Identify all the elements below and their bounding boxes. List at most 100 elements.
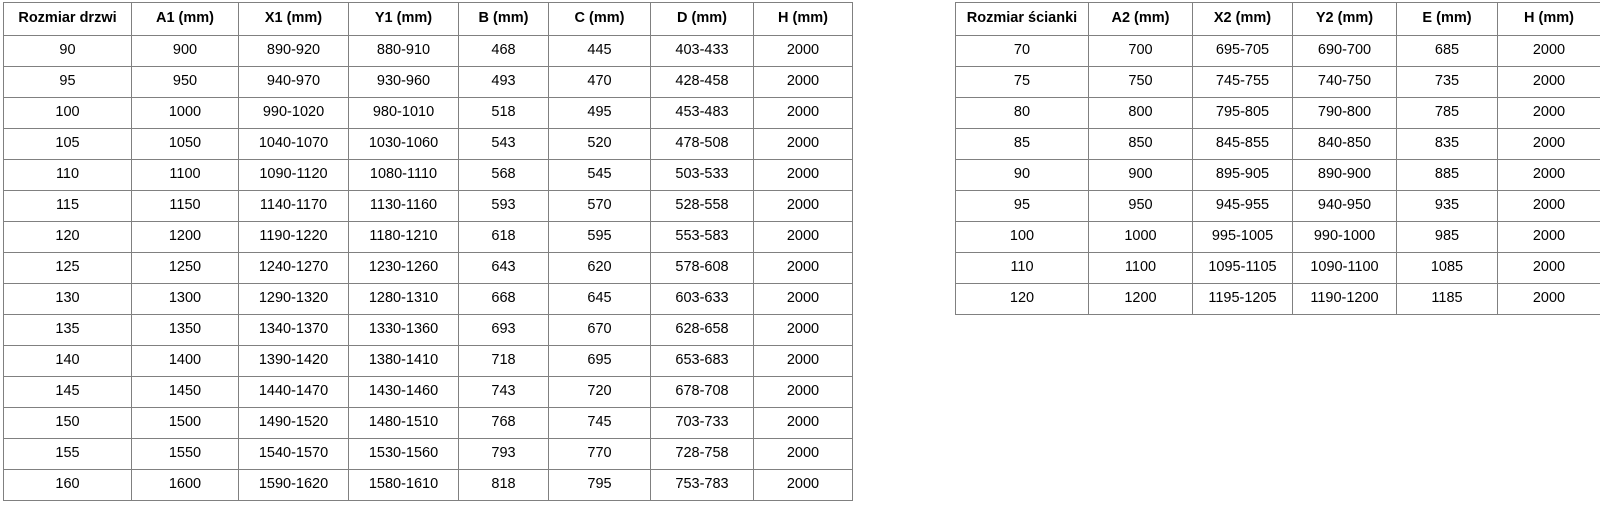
table-cell: 468 — [458, 35, 549, 67]
table-cell: 695-705 — [1192, 35, 1293, 67]
column-header: H (mm) — [753, 2, 853, 36]
table-cell: 2000 — [753, 35, 853, 67]
table-row: 120 1200 1195-1205 1190-1200 1185 2000 — [955, 283, 1600, 315]
table-cell: 1180-1210 — [348, 221, 459, 253]
table-cell: 2000 — [1497, 283, 1600, 315]
table-cell: 1450 — [131, 376, 239, 408]
table-row: 125 1250 1240-1270 1230-1260 643 620 578-608 20… — [3, 252, 853, 284]
table-cell: 880-910 — [348, 35, 459, 67]
table-cell: 800 — [1088, 97, 1193, 129]
table-cell: 945-955 — [1192, 190, 1293, 222]
table-cell: 1240-1270 — [238, 252, 349, 284]
table-cell: 890-900 — [1292, 159, 1397, 191]
table-cell: 1095-1105 — [1192, 252, 1293, 284]
table-cell: 1350 — [131, 314, 239, 346]
table-cell: 793 — [458, 438, 549, 470]
table-cell: 653-683 — [650, 345, 754, 377]
table-cell: 95 — [3, 66, 132, 98]
table-cell: 100 — [3, 97, 132, 129]
table-cell: 1280-1310 — [348, 283, 459, 315]
table-cell: 935 — [1396, 190, 1498, 222]
table-cell: 160 — [3, 469, 132, 501]
table-cell: 2000 — [1497, 159, 1600, 191]
table-cell: 428-458 — [650, 66, 754, 98]
table-cell: 1200 — [131, 221, 239, 253]
table-row: 130 1300 1290-1320 1280-1310 668 645 603-633 20… — [3, 283, 853, 315]
table-row: 120 1200 1190-1220 1180-1210 618 595 553-583 20… — [3, 221, 853, 253]
table-cell: 1100 — [131, 159, 239, 191]
table-cell: 1185 — [1396, 283, 1498, 315]
table-cell: 150 — [3, 407, 132, 439]
table-row: 155 1550 1540-1570 1530-1560 793 770 728-758 20… — [3, 438, 853, 470]
table-cell: 2000 — [753, 314, 853, 346]
table-cell: 940-950 — [1292, 190, 1397, 222]
table-cell: 2000 — [753, 128, 853, 160]
table-cell: 750 — [1088, 66, 1193, 98]
table-cell: 110 — [955, 252, 1089, 284]
table-cell: 503-533 — [650, 159, 754, 191]
table-cell: 1100 — [1088, 252, 1193, 284]
table-cell: 1290-1320 — [238, 283, 349, 315]
table-row: 105 1050 1040-1070 1030-1060 543 520 478-508 20… — [3, 128, 853, 160]
table-cell: 2000 — [753, 190, 853, 222]
table-cell: 493 — [458, 66, 549, 98]
table-cell: 1140-1170 — [238, 190, 349, 222]
table-cell: 75 — [955, 66, 1089, 98]
table-cell: 890-920 — [238, 35, 349, 67]
table-cell: 2000 — [1497, 221, 1600, 253]
table-cell: 1430-1460 — [348, 376, 459, 408]
table-cell: 2000 — [753, 345, 853, 377]
column-header: A1 (mm) — [131, 2, 239, 36]
table-cell: 2000 — [1497, 35, 1600, 67]
table-cell: 2000 — [1497, 252, 1600, 284]
table-cell: 453-483 — [650, 97, 754, 129]
table-cell: 743 — [458, 376, 549, 408]
table-cell: 1490-1520 — [238, 407, 349, 439]
table-cell: 930-960 — [348, 66, 459, 98]
table-cell: 818 — [458, 469, 549, 501]
table-cell: 900 — [1088, 159, 1193, 191]
table-cell: 2000 — [1497, 190, 1600, 222]
table-cell: 520 — [548, 128, 651, 160]
wall-panel-sizes-table: Rozmiar ścianki A2 (mm) X2 (mm) Y2 (mm) E (m… — [955, 2, 1600, 315]
table-cell: 528-558 — [650, 190, 754, 222]
table-cell: 1530-1560 — [348, 438, 459, 470]
table-cell: 840-850 — [1292, 128, 1397, 160]
table-cell: 628-658 — [650, 314, 754, 346]
table-cell: 90 — [955, 159, 1089, 191]
wall-table-header: Rozmiar ścianki A2 (mm) X2 (mm) Y2 (mm) E (m… — [955, 2, 1600, 36]
table-cell: 110 — [3, 159, 132, 191]
table-cell: 990-1000 — [1292, 221, 1397, 253]
column-header: Y2 (mm) — [1292, 2, 1397, 36]
table-cell: 2000 — [753, 283, 853, 315]
table-cell: 1600 — [131, 469, 239, 501]
table-cell: 135 — [3, 314, 132, 346]
table-cell: 125 — [3, 252, 132, 284]
table-cell: 1090-1120 — [238, 159, 349, 191]
table-row: 95 950 945-955 940-950 935 2000 — [955, 190, 1600, 222]
table-cell: 1080-1110 — [348, 159, 459, 191]
table-cell: 745 — [548, 407, 651, 439]
table-cell: 100 — [955, 221, 1089, 253]
table-cell: 2000 — [753, 438, 853, 470]
table-cell: 495 — [548, 97, 651, 129]
table-cell: 70 — [955, 35, 1089, 67]
table-row: 145 1450 1440-1470 1430-1460 743 720 678-708 20… — [3, 376, 853, 408]
table-cell: 950 — [131, 66, 239, 98]
column-header: Y1 (mm) — [348, 2, 459, 36]
door-table-body: 90 900 890-920 880-910 468 445 403-433 2000 95 95… — [3, 35, 853, 501]
table-cell: 1380-1410 — [348, 345, 459, 377]
table-cell: 115 — [3, 190, 132, 222]
table-row: 100 1000 990-1020 980-1010 518 495 453-483 2000 — [3, 97, 853, 129]
table-cell: 1580-1610 — [348, 469, 459, 501]
table-cell: 695 — [548, 345, 651, 377]
table-cell: 990-1020 — [238, 97, 349, 129]
table-cell: 155 — [3, 438, 132, 470]
table-cell: 2000 — [1497, 97, 1600, 129]
table-cell: 2000 — [753, 159, 853, 191]
table-cell: 2000 — [753, 376, 853, 408]
column-header: D (mm) — [650, 2, 754, 36]
table-cell: 1390-1420 — [238, 345, 349, 377]
table-cell: 770 — [548, 438, 651, 470]
table-cell: 740-750 — [1292, 66, 1397, 98]
